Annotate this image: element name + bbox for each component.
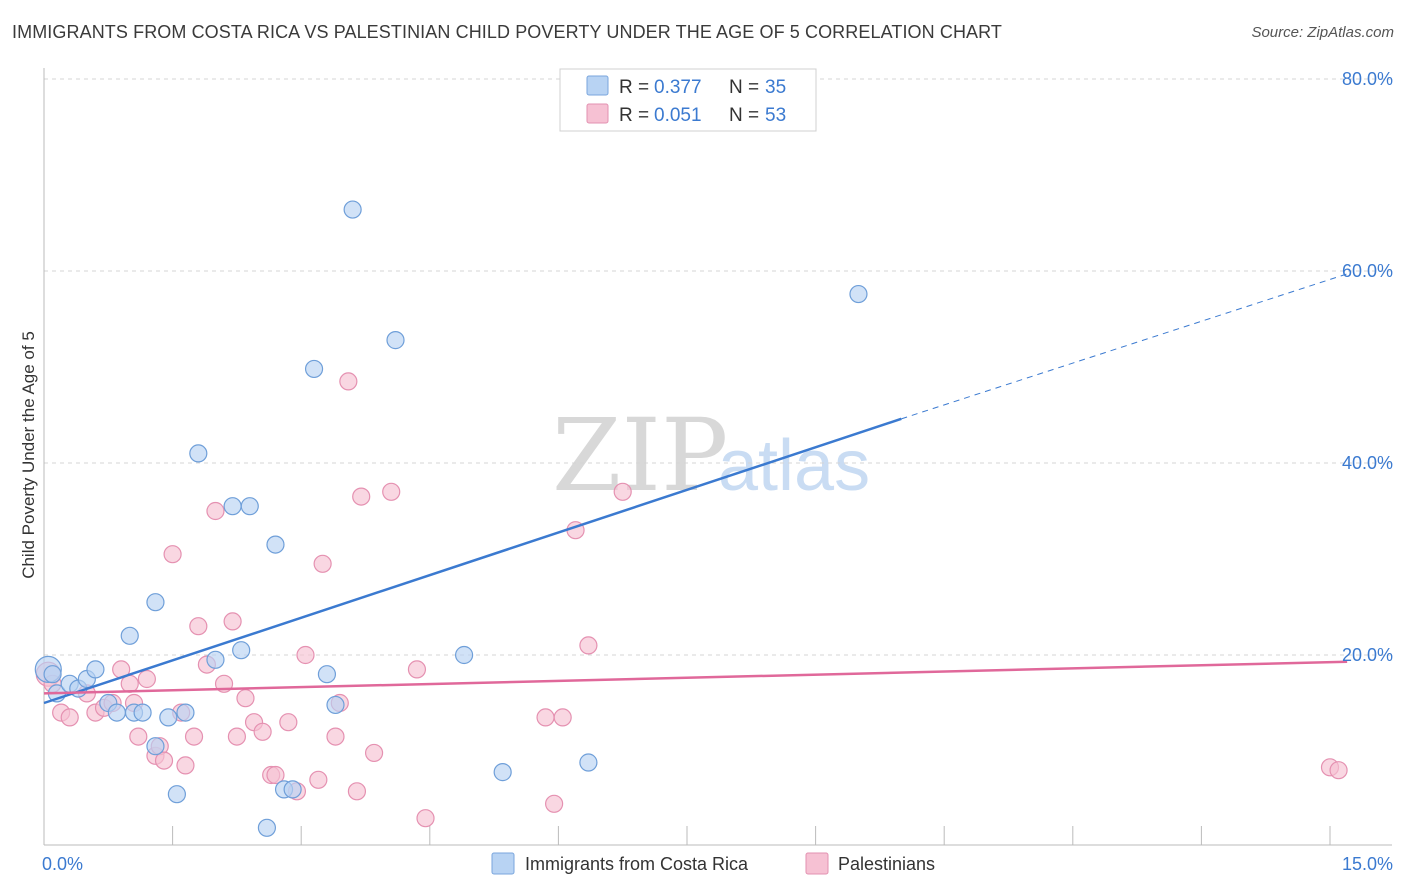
data-point [167, 785, 186, 804]
source-credit: Source: ZipAtlas.com [1251, 24, 1394, 41]
data-point [317, 665, 337, 684]
bottom-legend-label-palestinians: Palestinians [838, 854, 935, 874]
data-point [304, 359, 324, 379]
data-point [849, 284, 868, 304]
data-point [129, 727, 148, 746]
data-point [407, 660, 427, 679]
data-point [120, 626, 139, 645]
data-point [176, 756, 195, 775]
data-point [313, 554, 332, 573]
data-point [107, 703, 126, 722]
data-point [146, 593, 165, 612]
data-point [232, 641, 251, 660]
data-point [257, 818, 277, 837]
legend-n-label-1: N = [729, 77, 759, 98]
data-point [266, 765, 285, 785]
trendline-pink [43, 660, 1348, 695]
data-point [364, 743, 384, 763]
bottom-legend-swatch-blue [491, 852, 515, 875]
data-point [86, 660, 105, 679]
data-point [382, 482, 401, 501]
data-point [493, 763, 512, 782]
legend-swatch-blue [586, 75, 609, 96]
data-point [176, 703, 195, 722]
axes [43, 68, 1392, 846]
trendlines [43, 273, 1348, 705]
data-point [343, 200, 362, 219]
data-point [43, 665, 62, 684]
data-point [146, 737, 165, 756]
data-point [416, 809, 435, 828]
trendline-blue [43, 417, 902, 705]
data-point [296, 645, 315, 665]
data-point [579, 636, 598, 655]
bottom-legend: Immigrants from Costa Rica Palestinians [491, 852, 935, 875]
data-point [154, 751, 174, 770]
legend-n-value-1: 35 [765, 77, 786, 98]
data-point [279, 713, 298, 732]
data-point [1329, 761, 1348, 780]
data-point [579, 753, 598, 772]
watermark-atlas: atlas [718, 426, 870, 506]
watermark: ZIP atlas [552, 397, 870, 514]
data-point [326, 727, 345, 746]
data-point [536, 708, 555, 727]
data-point [223, 497, 242, 516]
data-point [253, 722, 272, 741]
data-point [339, 372, 358, 391]
data-point [60, 708, 79, 727]
data-point [227, 727, 246, 746]
data-point [137, 669, 156, 689]
y-tick-label-60: 60.0% [1342, 261, 1393, 281]
data-point [240, 497, 259, 516]
data-point [223, 612, 242, 631]
data-point [553, 708, 572, 727]
data-point [386, 331, 405, 350]
data-point [266, 535, 285, 554]
tick-labels: 20.0% 40.0% 60.0% 80.0% 0.0% 15.0% [42, 69, 1393, 874]
chart-title: IMMIGRANTS FROM COSTA RICA VS PALESTINIA… [12, 22, 1003, 42]
x-tick-label-0: 0.0% [42, 854, 83, 874]
bottom-legend-label-costa-rica: Immigrants from Costa Rica [525, 854, 749, 874]
legend-r-value-1: 0.377 [654, 77, 702, 98]
data-point [189, 444, 208, 463]
data-point [206, 501, 225, 521]
data-point [545, 794, 564, 813]
y-tick-label-20: 20.0% [1342, 645, 1393, 665]
costa-rica-points [34, 200, 868, 837]
data-point [283, 780, 302, 799]
data-point [206, 650, 225, 669]
legend-swatch-pink [586, 103, 609, 124]
legend: R = 0.377 N = 35 R = 0.051 N = 53 [559, 68, 817, 132]
watermark-zip: ZIP [552, 397, 728, 514]
data-point [309, 770, 328, 789]
y-tick-label-40: 40.0% [1342, 453, 1393, 473]
bottom-legend-swatch-pink [805, 852, 829, 875]
y-tick-label-80: 80.0% [1342, 69, 1393, 89]
data-point [184, 727, 204, 746]
y-axis-label: Child Poverty Under the Age of 5 [19, 331, 38, 579]
data-point [613, 482, 632, 501]
legend-n-value-2: 53 [765, 105, 786, 126]
data-point [159, 708, 178, 727]
trendline-extension-blue [901, 273, 1348, 420]
legend-r-label-1: R = [619, 77, 649, 98]
data-point [454, 645, 474, 665]
data-point [189, 617, 208, 636]
x-tick-label-1: 15.0% [1342, 854, 1393, 874]
grid-lines [44, 78, 1392, 656]
data-point [347, 782, 367, 801]
legend-r-value-2: 0.051 [654, 105, 702, 126]
legend-r-label-2: R = [619, 105, 649, 126]
data-point [236, 689, 255, 708]
data-point [352, 487, 371, 506]
data-point [133, 703, 152, 722]
data-point [163, 545, 182, 564]
data-point [326, 695, 345, 715]
legend-n-label-2: N = [729, 105, 759, 126]
